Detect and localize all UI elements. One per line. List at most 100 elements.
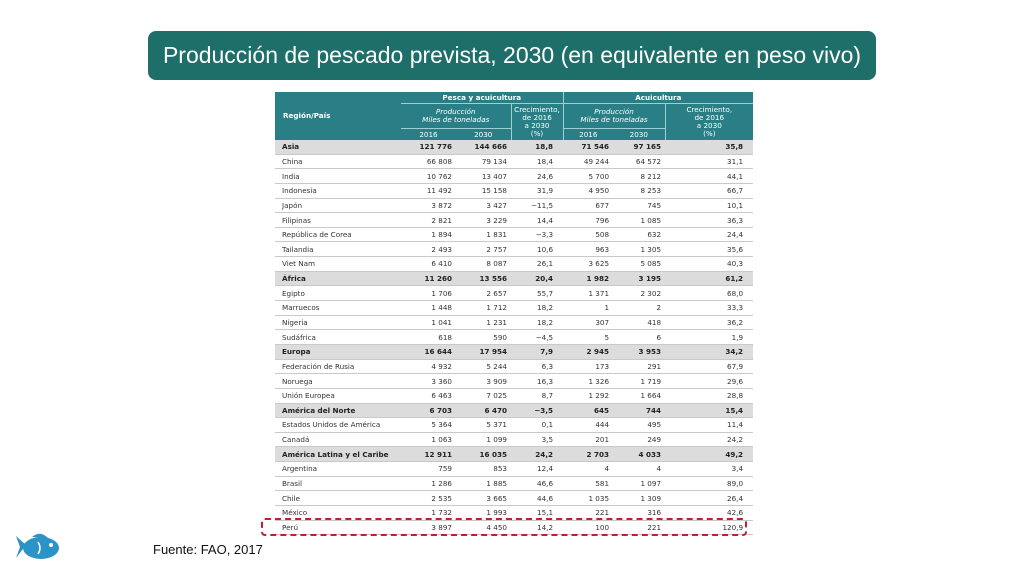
table-body: Asia 121 776 144 666 18,8 71 546 97 165 35,8 Ch…: [275, 140, 754, 536]
table-row: Filipinas 2 821 3 229 14,4 796 1 085 36,3: [275, 212, 754, 228]
aq-growth-cell: 11,4: [665, 417, 754, 433]
aq-2016-cell: 1 371: [563, 285, 614, 302]
prod-2016-cell: 2 821: [401, 212, 456, 228]
prod-2030-cell: 16 035: [456, 446, 511, 463]
region-name-cell: Chile: [275, 490, 401, 507]
growth-cell: 18,2: [511, 300, 564, 316]
prod-2030-cell: 3 229: [456, 212, 511, 228]
prod-2016-cell: 5 364: [401, 417, 456, 433]
prod-2016-cell: 10 762: [401, 168, 456, 184]
region-name-cell: Europa: [275, 344, 401, 360]
region-name-cell: Federación de Rusia: [275, 359, 401, 375]
aq-2030-cell: 745: [613, 198, 666, 214]
growth-header-line4: (%): [530, 129, 544, 138]
prod-2016-cell: 1 448: [401, 300, 456, 316]
aq-2030-cell: 97 165: [613, 140, 666, 155]
aq-2016-cell: 444: [563, 417, 614, 433]
year-2030-header: 2030: [456, 128, 511, 140]
prod-2030-cell: 3 427: [456, 198, 511, 214]
region-name-cell: Tailandia: [275, 241, 401, 258]
growth-cell: −11,5: [511, 198, 564, 214]
region-name-cell: Sudáfrica: [275, 329, 401, 345]
region-column-header: Región/País: [275, 92, 401, 140]
aq-2016-cell: 508: [563, 227, 614, 243]
aq-2016-cell: 4: [563, 461, 614, 477]
aq-growth-cell: 67,9: [665, 359, 754, 375]
aq-growth-cell: 33,3: [665, 300, 754, 316]
aq-2030-cell: 1 664: [613, 388, 666, 404]
fish-icon: [16, 533, 59, 559]
region-name-cell: República de Corea: [275, 227, 401, 243]
aq-2030-cell: 418: [613, 315, 666, 331]
region-name-cell: Asia: [275, 140, 401, 155]
region-aggregate-row: América del Norte 6 703 6 470 −3,5 645 744 15,…: [275, 403, 754, 419]
growth-cell: 18,8: [511, 140, 564, 155]
aq-2016-cell: 49 244: [563, 154, 614, 170]
growth-cell: 18,2: [511, 315, 564, 331]
prod-2030-cell: 3 665: [456, 490, 511, 507]
growth-cell: 46,6: [511, 476, 564, 492]
aquaculture-production-header: Producción Miles de toneladas: [562, 103, 666, 130]
region-aggregate-row: África 11 260 13 556 20,4 1 982 3 195 61,2: [275, 271, 754, 287]
aq-growth-cell: 24,2: [665, 432, 754, 448]
growth-header-line2: de 2016: [522, 113, 552, 122]
table-row: Federación de Rusia 4 932 5 244 6,3 173 291 67…: [275, 359, 754, 375]
aq-2030-cell: 632: [613, 227, 666, 243]
aq-2030-cell: 64 572: [613, 154, 666, 170]
aq-2030-cell: 495: [613, 417, 666, 433]
growth-cell: 20,4: [511, 271, 564, 287]
aq-production-header-line1: Producción: [594, 107, 634, 117]
aq-2030-cell: 1 309: [613, 490, 666, 507]
aq-2030-cell: 3 953: [613, 344, 666, 360]
aq-growth-cell: 29,6: [665, 373, 754, 389]
aq-production-header-line2: Miles de toneladas: [580, 115, 648, 125]
growth-cell: 10,6: [511, 241, 564, 258]
prod-2030-cell: 1 712: [456, 300, 511, 316]
prod-2030-cell: 8 087: [456, 256, 511, 272]
aq-growth-cell: 24,4: [665, 227, 754, 243]
aq-2016-cell: 1 292: [563, 388, 614, 404]
aq-growth-cell: 3,4: [665, 461, 754, 477]
aq-2016-cell: 71 546: [563, 140, 614, 155]
prod-2030-cell: 590: [456, 329, 511, 345]
aq-2030-cell: 1 305: [613, 241, 666, 258]
prod-2016-cell: 1 286: [401, 476, 456, 492]
table-row: Viet Nam 6 410 8 087 26,1 3 625 5 085 40,3: [275, 256, 754, 272]
growth-header: Crecimiento, de 2016 a 2030 (%): [510, 103, 564, 140]
aq-2030-cell: 4 033: [613, 446, 666, 463]
aq-growth-cell: 36,3: [665, 212, 754, 228]
region-name-cell: Indonesia: [275, 183, 401, 199]
aq-growth-cell: 36,2: [665, 315, 754, 331]
aq-2030-cell: 8 212: [613, 168, 666, 184]
region-aggregate-row: Europa 16 644 17 954 7,9 2 945 3 953 34,2: [275, 344, 754, 360]
aq-2016-cell: 645: [563, 403, 614, 419]
prod-2016-cell: 12 911: [401, 446, 456, 463]
aq-year-2016-header: 2016: [562, 128, 614, 140]
slide-title: Producción de pescado prevista, 2030 (en…: [148, 31, 876, 80]
prod-2016-cell: 6 703: [401, 403, 456, 419]
aq-2016-cell: 5 700: [563, 168, 614, 184]
aq-growth-header-line3: a 2030: [696, 121, 722, 130]
aq-growth-cell: 26,4: [665, 490, 754, 507]
region-name-cell: China: [275, 154, 401, 170]
aq-growth-cell: 34,2: [665, 344, 754, 360]
prod-2016-cell: 6 463: [401, 388, 456, 404]
prod-2030-cell: 853: [456, 461, 511, 477]
region-name-cell: Estados Unidos de América: [275, 417, 401, 433]
aq-2016-cell: 5: [563, 329, 614, 345]
growth-cell: −3,3: [511, 227, 564, 243]
aq-2016-cell: 1: [563, 300, 614, 316]
aq-growth-cell: 28,8: [665, 388, 754, 404]
aq-growth-cell: 66,7: [665, 183, 754, 199]
region-name-cell: América Latina y el Caribe: [275, 446, 401, 463]
prod-2016-cell: 1 894: [401, 227, 456, 243]
year-2016-header: 2016: [401, 128, 456, 140]
prod-2030-cell: 5 371: [456, 417, 511, 433]
prod-2016-cell: 121 776: [401, 140, 456, 155]
table-row: Egipto 1 706 2 657 55,7 1 371 2 302 68,0: [275, 285, 754, 302]
aq-growth-cell: 61,2: [665, 271, 754, 287]
growth-cell: 7,9: [511, 344, 564, 360]
aq-year-2030-header: 2030: [613, 128, 666, 140]
aquaculture-growth-header: Crecimiento, de 2016 a 2030 (%): [664, 103, 754, 140]
source-note: Fuente: FAO, 2017: [153, 542, 263, 557]
